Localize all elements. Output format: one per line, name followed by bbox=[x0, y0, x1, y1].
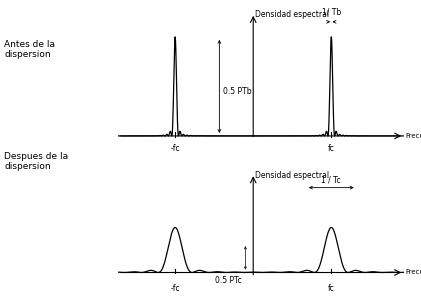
Text: Densidad espectral: Densidad espectral bbox=[255, 10, 329, 19]
Text: 0.5 PTc: 0.5 PTc bbox=[215, 275, 242, 285]
Text: 1 / Tc: 1 / Tc bbox=[322, 175, 341, 185]
Text: Antes de la
dispersion: Antes de la dispersion bbox=[4, 40, 55, 59]
Text: Densidad espectral: Densidad espectral bbox=[255, 171, 329, 180]
Text: fc: fc bbox=[328, 143, 335, 153]
Text: 1/ Tb: 1/ Tb bbox=[322, 8, 341, 17]
Text: Despues de la
dispersion: Despues de la dispersion bbox=[4, 152, 68, 171]
Text: Frecuencia: Frecuencia bbox=[405, 133, 421, 139]
Text: fc: fc bbox=[328, 284, 335, 293]
Text: 0.5 PTb: 0.5 PTb bbox=[223, 87, 251, 96]
Text: Frecuencia: Frecuencia bbox=[405, 269, 421, 275]
Text: -fc: -fc bbox=[171, 143, 180, 153]
Text: -fc: -fc bbox=[171, 284, 180, 293]
